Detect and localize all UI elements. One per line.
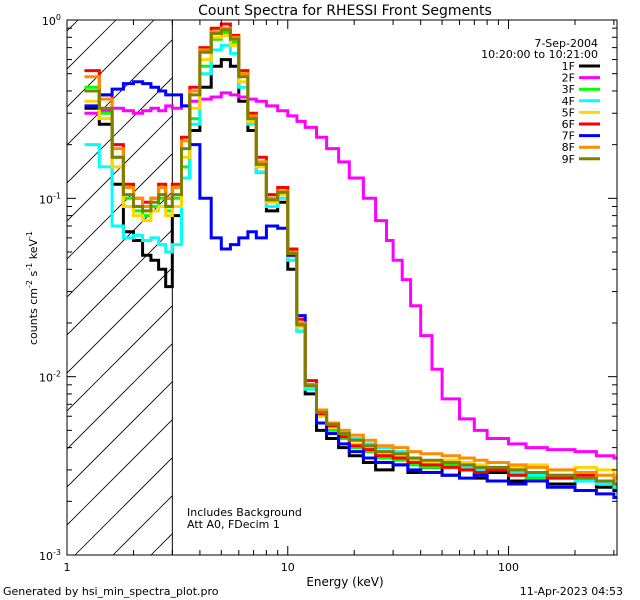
series-5F: [84, 33, 617, 477]
chart-title: Count Spectra for RHESSI Front Segments: [198, 3, 492, 19]
legend-label-9F: 9F: [562, 153, 575, 166]
legend-label-7F: 7F: [562, 130, 575, 143]
legend-label-5F: 5F: [562, 106, 575, 119]
hatch-line: [67, 20, 79, 32]
hatch-line: [67, 419, 173, 526]
series-layer: [84, 22, 617, 499]
hatch-line: [67, 229, 173, 336]
legend-label-1F: 1F: [562, 60, 575, 73]
series-8F: [84, 26, 617, 480]
hatch-line: [0, 20, 2, 555]
legend-label-6F: 6F: [562, 118, 575, 131]
series-9F: [84, 28, 617, 486]
x-axis-label: Energy (keV): [306, 575, 383, 589]
series-3F: [84, 31, 617, 489]
hatch-line: [67, 77, 173, 184]
hatch-line: [67, 115, 173, 222]
annotation-attenuator: Att A0, FDecim 1: [187, 518, 280, 531]
y-tick-label: 10-1: [39, 191, 61, 206]
footer-generated-by: Generated by hsi_min_spectra_plot.pro: [3, 585, 219, 598]
series-6F: [84, 22, 617, 486]
plot-frame: [66, 19, 618, 556]
hatch-line: [74, 457, 173, 555]
y-tick-label: 10-3: [39, 548, 61, 563]
hatch-line: [67, 381, 173, 488]
x-tick-label: 10: [281, 561, 295, 574]
annotation-background: Includes Background: [187, 506, 302, 519]
legend-label-4F: 4F: [562, 95, 575, 108]
legend-label-3F: 3F: [562, 83, 575, 96]
hatch-line: [0, 20, 40, 555]
date-label: 7-Sep-2004: [534, 37, 598, 50]
series-1F: [84, 58, 617, 492]
hatch-line: [67, 267, 173, 374]
legend-label-8F: 8F: [562, 141, 575, 154]
y-tick-label: 100: [42, 13, 61, 28]
x-tick-label: 1: [64, 561, 71, 574]
series-2F: [84, 91, 617, 460]
hatch-line: [67, 191, 173, 298]
y-axis-label: counts cm-2 s-1 keV-1: [25, 231, 40, 345]
hatch-line: [67, 305, 173, 412]
legend-label-2F: 2F: [562, 72, 575, 85]
axis-ticks: 1 10 100 100 10-1 10-2 10-3: [39, 13, 617, 574]
y-tick-label: 10-2: [39, 370, 61, 385]
x-tick-label: 100: [498, 561, 519, 574]
time-range-label: 10:20:00 to 10:21:00: [481, 48, 598, 61]
footer-timestamp: 11-Apr-2023 04:53: [520, 585, 623, 598]
